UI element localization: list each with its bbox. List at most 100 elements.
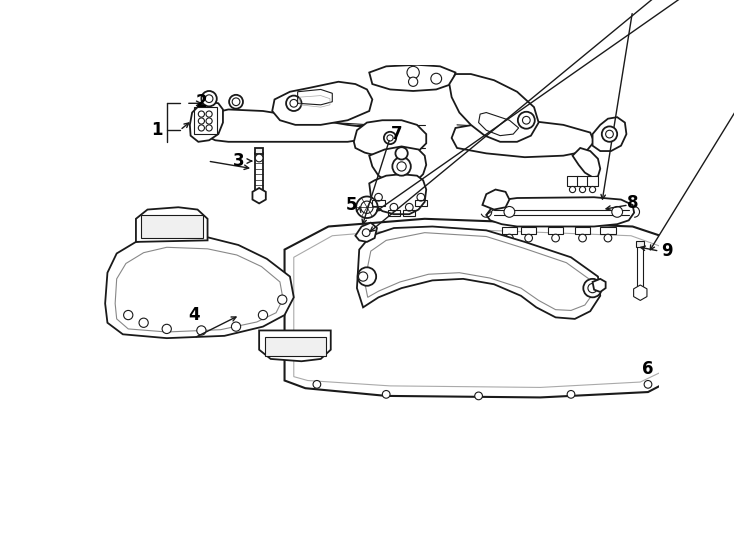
Circle shape [390, 204, 398, 211]
Circle shape [206, 125, 212, 131]
Polygon shape [259, 330, 331, 361]
Circle shape [363, 229, 370, 237]
Circle shape [198, 118, 205, 124]
Circle shape [123, 310, 133, 320]
Polygon shape [206, 110, 372, 142]
Bar [255, 153, 263, 192]
Circle shape [589, 186, 595, 193]
Circle shape [405, 204, 413, 211]
Bar [142, 215, 203, 238]
Circle shape [673, 357, 681, 365]
Circle shape [206, 95, 213, 103]
Polygon shape [587, 177, 598, 186]
Circle shape [290, 99, 297, 107]
Circle shape [357, 267, 376, 286]
Circle shape [584, 279, 602, 298]
Polygon shape [285, 219, 685, 397]
Circle shape [206, 111, 212, 117]
Polygon shape [252, 188, 266, 204]
Circle shape [644, 381, 652, 388]
Circle shape [313, 381, 321, 388]
Polygon shape [501, 226, 517, 234]
Circle shape [396, 147, 408, 159]
Circle shape [525, 234, 532, 242]
Circle shape [387, 135, 393, 141]
Polygon shape [600, 226, 616, 234]
Polygon shape [369, 65, 456, 91]
Circle shape [417, 193, 425, 201]
Polygon shape [577, 177, 588, 186]
Polygon shape [449, 74, 539, 142]
Circle shape [552, 234, 559, 242]
Polygon shape [355, 222, 377, 242]
Circle shape [206, 118, 212, 124]
Polygon shape [592, 279, 606, 292]
Text: 6: 6 [642, 360, 654, 378]
Circle shape [361, 201, 373, 213]
Polygon shape [548, 226, 563, 234]
Circle shape [393, 157, 411, 176]
Polygon shape [190, 102, 223, 142]
Circle shape [567, 390, 575, 398]
Circle shape [231, 322, 241, 331]
Text: 2: 2 [195, 93, 207, 111]
Bar [403, 210, 415, 217]
Circle shape [382, 390, 390, 398]
Text: 7: 7 [390, 125, 402, 143]
Polygon shape [575, 226, 590, 234]
Text: 8: 8 [627, 194, 639, 212]
Bar [255, 148, 263, 154]
Circle shape [198, 125, 205, 131]
Circle shape [606, 130, 614, 138]
Circle shape [232, 98, 240, 106]
Polygon shape [482, 190, 509, 210]
Circle shape [612, 206, 622, 217]
Polygon shape [369, 146, 426, 184]
Polygon shape [567, 177, 578, 186]
Circle shape [407, 66, 419, 79]
Polygon shape [573, 148, 600, 177]
Circle shape [397, 162, 406, 171]
Text: 1: 1 [151, 122, 162, 139]
Circle shape [431, 73, 442, 84]
Circle shape [198, 111, 205, 117]
Circle shape [286, 96, 302, 111]
Circle shape [162, 325, 171, 334]
Bar [636, 241, 644, 247]
Circle shape [602, 126, 617, 142]
Polygon shape [272, 82, 372, 125]
Circle shape [570, 186, 575, 193]
Circle shape [229, 95, 243, 109]
Polygon shape [105, 236, 294, 338]
Polygon shape [521, 226, 537, 234]
Circle shape [604, 234, 612, 242]
Circle shape [384, 132, 396, 144]
Circle shape [201, 91, 217, 106]
Polygon shape [369, 174, 426, 214]
Text: 5: 5 [346, 196, 357, 214]
Bar [264, 336, 326, 356]
Circle shape [255, 154, 263, 162]
Polygon shape [451, 120, 594, 157]
Circle shape [578, 234, 586, 242]
Circle shape [475, 392, 482, 400]
Circle shape [504, 206, 515, 217]
Circle shape [277, 295, 287, 304]
Text: 9: 9 [661, 242, 673, 260]
Polygon shape [136, 207, 208, 242]
Polygon shape [357, 226, 600, 319]
Circle shape [258, 310, 268, 320]
Bar [388, 210, 400, 217]
Circle shape [139, 318, 148, 327]
Circle shape [374, 193, 382, 201]
Bar [637, 246, 644, 291]
Circle shape [356, 197, 378, 218]
Polygon shape [354, 120, 426, 157]
Bar [194, 107, 217, 134]
Circle shape [523, 117, 530, 124]
Circle shape [197, 326, 206, 335]
Polygon shape [592, 117, 626, 151]
Circle shape [588, 284, 597, 293]
Polygon shape [633, 285, 647, 300]
Text: 4: 4 [188, 306, 200, 324]
